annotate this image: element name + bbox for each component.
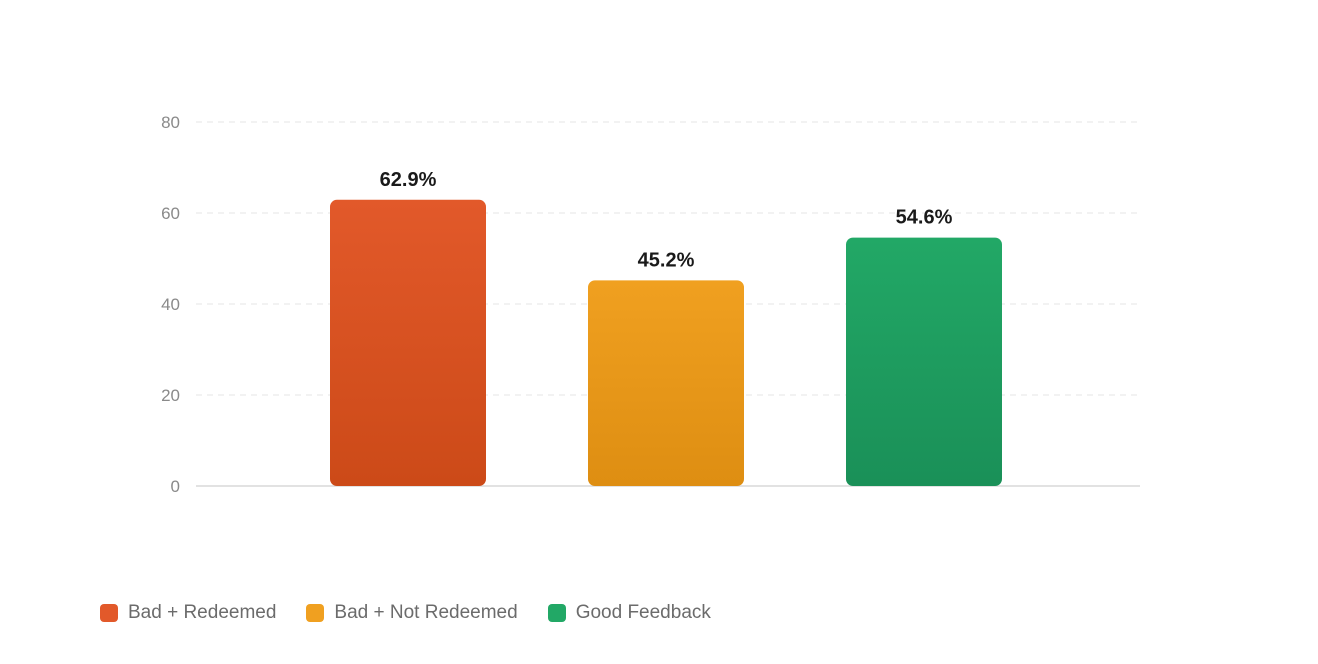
bar-value-label: 62.9% [380,169,437,191]
legend-swatch-bad-redeemed [100,604,118,622]
y-tick-label: 40 [161,295,180,314]
legend-item-bad-redeemed[interactable]: Bad + Redeemed [100,602,276,624]
bar-bad-redeemed[interactable] [330,199,486,486]
legend-label-bad-not-redeemed: Bad + Not Redeemed [334,602,518,623]
legend-item-good-feedback[interactable]: Good Feedback [547,602,711,624]
bar-value-label: 45.2% [638,249,695,271]
legend-label-bad-redeemed: Bad + Redeemed [128,602,277,623]
y-tick-label: 0 [171,477,180,496]
legend-swatch-bad-not-redeemed [306,604,325,622]
bar-bad-not-redeemed[interactable] [588,280,744,486]
legend-swatch-good-feedback [547,604,566,622]
chart-plot-area: 0 20 40 60 80 62.9% 45.2% 54.6% [161,113,1140,496]
y-tick-label: 80 [161,113,180,132]
bars [330,199,1002,486]
legend-label-good-feedback: Good Feedback [575,602,711,623]
bar-value-label: 54.6% [896,207,953,229]
y-tick-label: 60 [161,204,180,223]
legend-item-bad-not-redeemed[interactable]: Bad + Not Redeemed [306,602,518,624]
value-labels: 62.9% 45.2% 54.6% [380,169,953,272]
y-tick-label: 20 [161,386,180,405]
legend: Bad + Redeemed Bad + Not Redeemed Good F… [100,602,711,624]
bar-good-feedback[interactable] [846,237,1002,486]
